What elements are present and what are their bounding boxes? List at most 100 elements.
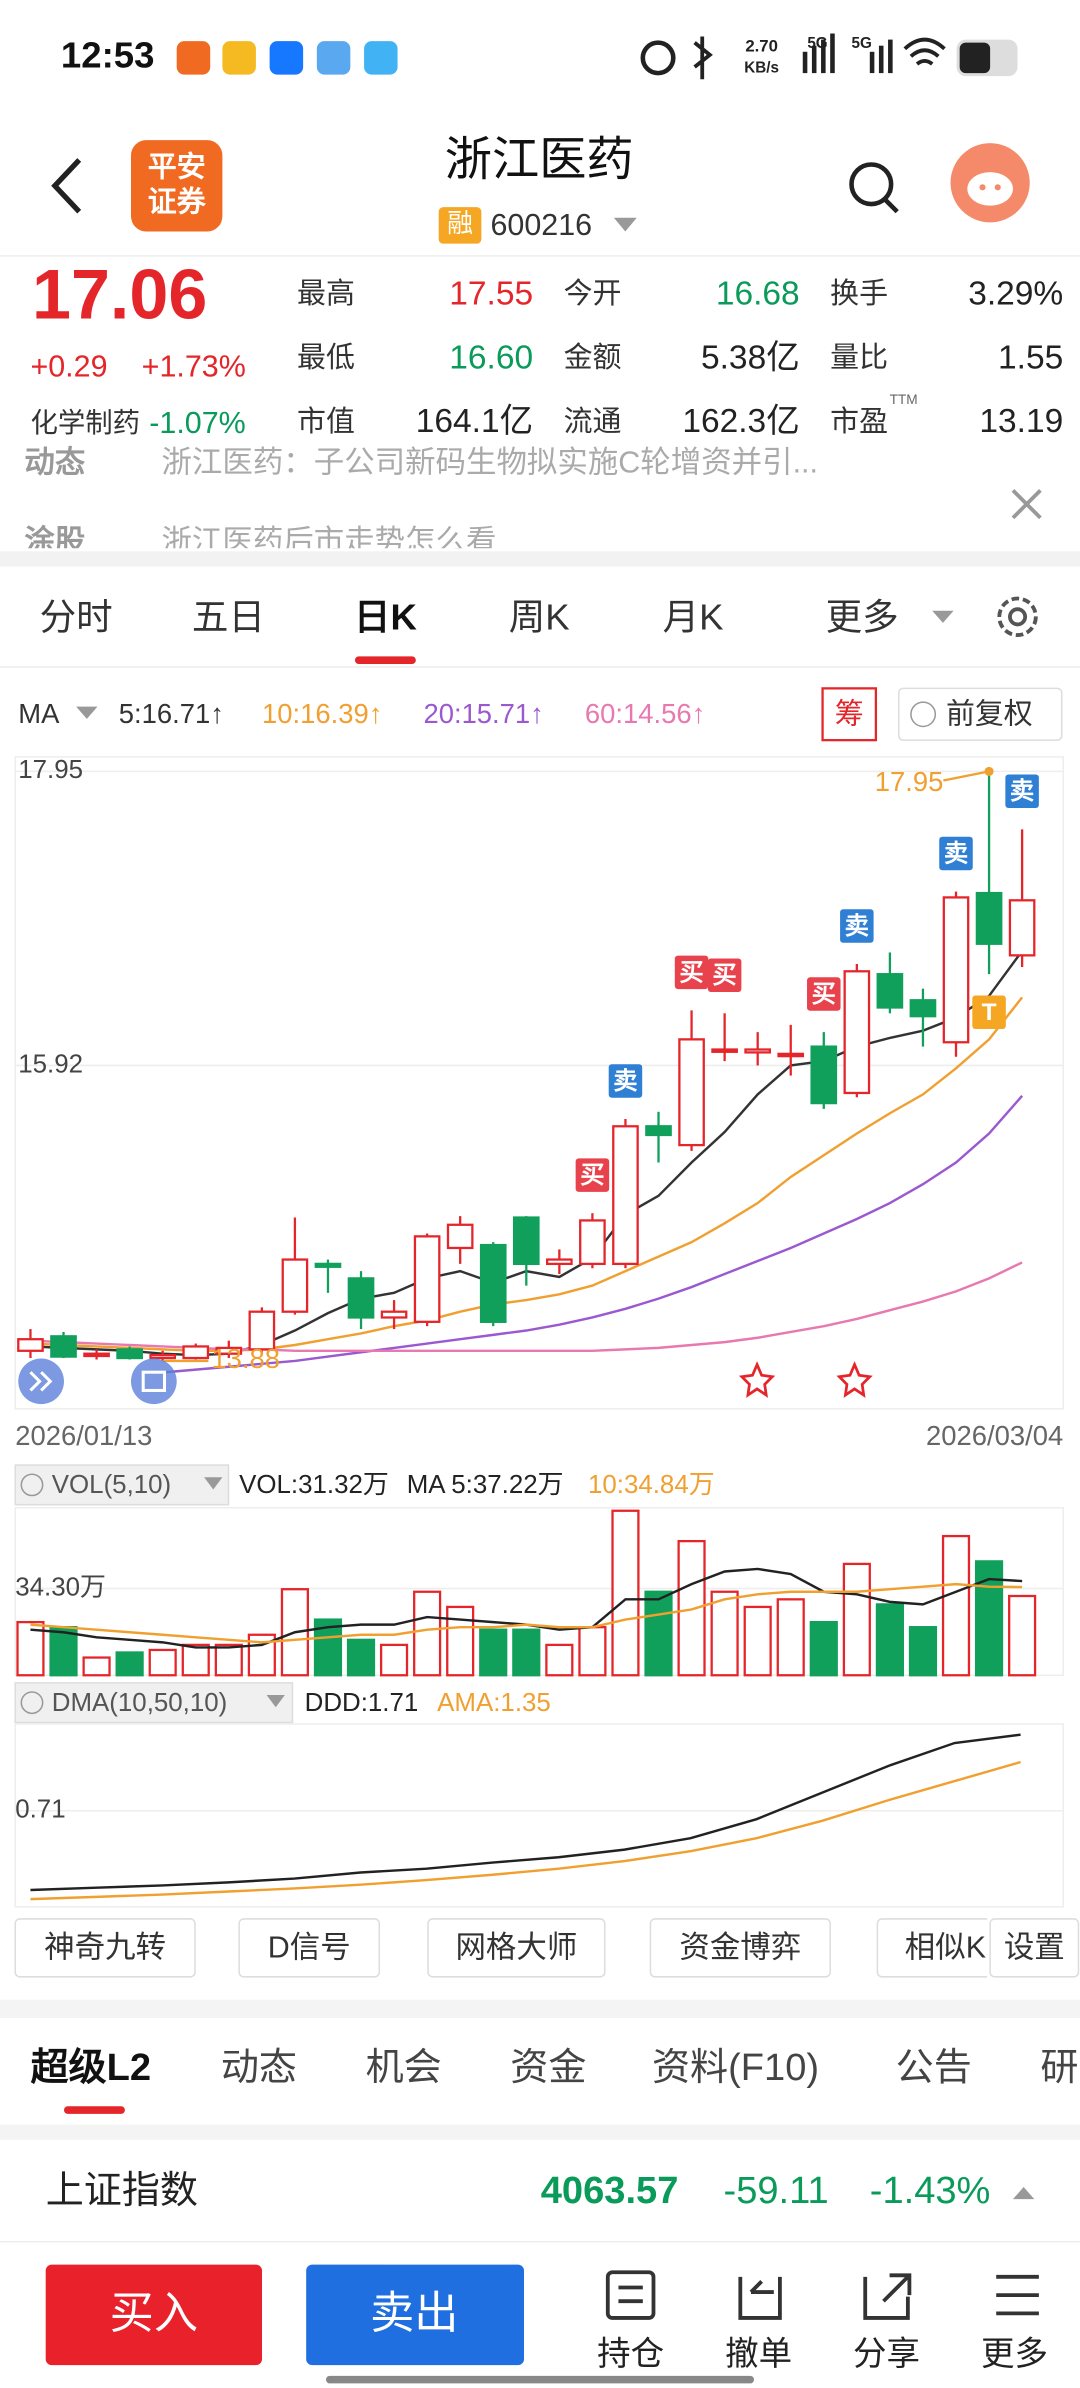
tool-button[interactable]: 网格大师 <box>427 1918 606 1978</box>
signal-badge[interactable] <box>840 909 874 943</box>
stat-value: 17.55 <box>449 275 533 312</box>
search-button[interactable] <box>849 162 899 214</box>
info-tab[interactable]: 动态 <box>221 2047 297 2089</box>
chip-button[interactable] <box>821 687 878 742</box>
volume-bar <box>710 1590 739 1677</box>
stat-value: 5.38亿 <box>701 339 800 376</box>
signal-badge[interactable] <box>674 955 709 990</box>
signal-label: 买 <box>580 1162 604 1189</box>
volume-bar <box>578 1626 607 1677</box>
volume-bar <box>479 1628 508 1677</box>
action-label[interactable]: 分享 <box>853 2336 920 2373</box>
tool-buttons: 神奇九转 D信号 网格大师 资金博弈 相似K 设置 <box>14 1918 1080 1978</box>
info-tab[interactable]: 超级L2 <box>30 2047 151 2089</box>
dropdown-icon[interactable] <box>613 217 637 232</box>
tool-frame <box>876 1918 988 1978</box>
expand-icon <box>1012 2186 1035 2200</box>
stat-label: 流通 <box>564 406 622 438</box>
indicator-selector[interactable] <box>14 1682 294 1724</box>
period-tab[interactable]: 日K <box>354 597 418 638</box>
tool-button[interactable]: 神奇九转 <box>14 1918 196 1978</box>
stat-value: 1.55 <box>998 339 1063 376</box>
tool-button[interactable]: 相似K <box>876 1918 999 1978</box>
volume-bar <box>379 1643 409 1677</box>
close-button[interactable] <box>1011 489 1042 520</box>
stock-name: 浙江医药 <box>445 133 634 186</box>
signal-badge[interactable] <box>707 958 742 992</box>
plot-frame <box>14 1723 1065 1908</box>
signal-label: T <box>982 999 997 1026</box>
news-ticker[interactable]: 动态 浙江医药：子公司新码生物拟实施C轮增资并引... 涂股 浙江医药后市走势怎… <box>24 446 818 559</box>
stock-code: 600216 <box>490 208 592 242</box>
period-tab[interactable]: 更多 <box>826 597 899 638</box>
info-tab[interactable]: 研 <box>1040 2047 1078 2089</box>
buy-button[interactable] <box>45 2264 263 2366</box>
period-tab[interactable]: 分时 <box>40 597 113 638</box>
period-tab[interactable]: 周K <box>509 597 570 638</box>
indicator-line <box>30 1582 1023 1644</box>
stat-label: 换手 <box>830 278 888 310</box>
indicator-selector[interactable] <box>14 1464 230 1506</box>
logo-text: 平安 <box>148 152 206 184</box>
dropdown-icon[interactable] <box>932 610 954 623</box>
period-tab[interactable]: 月K <box>663 597 724 638</box>
candle-body <box>1008 899 1036 957</box>
volume-legend: MA 5:37.22万 <box>407 1471 564 1499</box>
separator <box>0 2124 1080 2140</box>
signal-badge[interactable] <box>575 1158 610 1192</box>
info-tab[interactable]: 机会 <box>366 2047 442 2089</box>
signal-badge[interactable] <box>1005 774 1039 809</box>
dropdown-icon[interactable] <box>76 706 98 719</box>
candle-body <box>843 970 871 1095</box>
adjust-button[interactable] <box>897 687 1063 741</box>
index-bar[interactable]: 上证指数 4063.57 -59.11 -1.43% <box>46 2170 1035 2212</box>
action-label[interactable]: 撤单 <box>725 2336 792 2373</box>
volume-bar <box>115 1651 144 1677</box>
candle-body <box>678 1038 705 1147</box>
dropdown-icon <box>266 1695 285 1708</box>
signal-badge[interactable] <box>608 1064 643 1098</box>
sector-name: 化学制药 <box>30 407 140 438</box>
scroll-buttons[interactable] <box>18 1358 177 1405</box>
indicator-name[interactable]: MA <box>18 698 60 729</box>
settings-button[interactable] <box>997 596 1038 637</box>
action-labels: 持仓 撤单 分享 更多 <box>597 2336 1048 2373</box>
tool-button[interactable]: 资金博弈 <box>649 1918 831 1978</box>
info-tab[interactable]: 资料(F10) <box>652 2047 819 2089</box>
ttm-mark: TTM <box>890 392 918 407</box>
network-type: 5G <box>807 35 827 52</box>
volume-bar <box>512 1628 541 1677</box>
indicator-line <box>30 1733 1021 1892</box>
tool-label: D信号 <box>268 1930 351 1964</box>
info-icon <box>20 1473 44 1497</box>
index-value: 4063.57 <box>541 2170 679 2212</box>
info-tab[interactable]: 公告 <box>896 2047 972 2089</box>
x-tick-label: 2026/01/13 <box>15 1420 152 1451</box>
candle-body <box>942 896 970 1044</box>
signal-label: 买 <box>679 959 703 986</box>
candle-body <box>909 999 937 1018</box>
volume-bar <box>644 1590 673 1677</box>
signal-badge[interactable] <box>939 836 973 871</box>
volume-bar <box>1008 1594 1037 1677</box>
stat-label: 量比 <box>830 342 888 374</box>
candle-body <box>50 1335 77 1358</box>
info-tab[interactable]: 资金 <box>510 2047 586 2089</box>
tool-button[interactable]: 设置 <box>989 1918 1080 1978</box>
stat-label: 金额 <box>564 342 622 374</box>
back-button[interactable] <box>51 158 82 214</box>
volume-bar <box>809 1620 838 1677</box>
tool-button[interactable]: D信号 <box>238 1918 381 1978</box>
stat-value: 164.1亿 <box>416 403 533 440</box>
volume-bar <box>82 1656 111 1677</box>
last-price: 17.06 <box>32 256 207 334</box>
avatar[interactable] <box>950 143 1030 223</box>
signal-badge[interactable] <box>972 995 1006 1030</box>
signal-badge[interactable] <box>807 977 841 1011</box>
action-label[interactable]: 持仓 <box>597 2336 664 2373</box>
period-tab[interactable]: 五日 <box>192 597 265 638</box>
action-label[interactable]: 更多 <box>981 2336 1048 2373</box>
stat-value: 3.29% <box>968 275 1063 312</box>
sell-button[interactable] <box>306 2264 525 2366</box>
margin-badge-text: 融 <box>447 209 473 238</box>
